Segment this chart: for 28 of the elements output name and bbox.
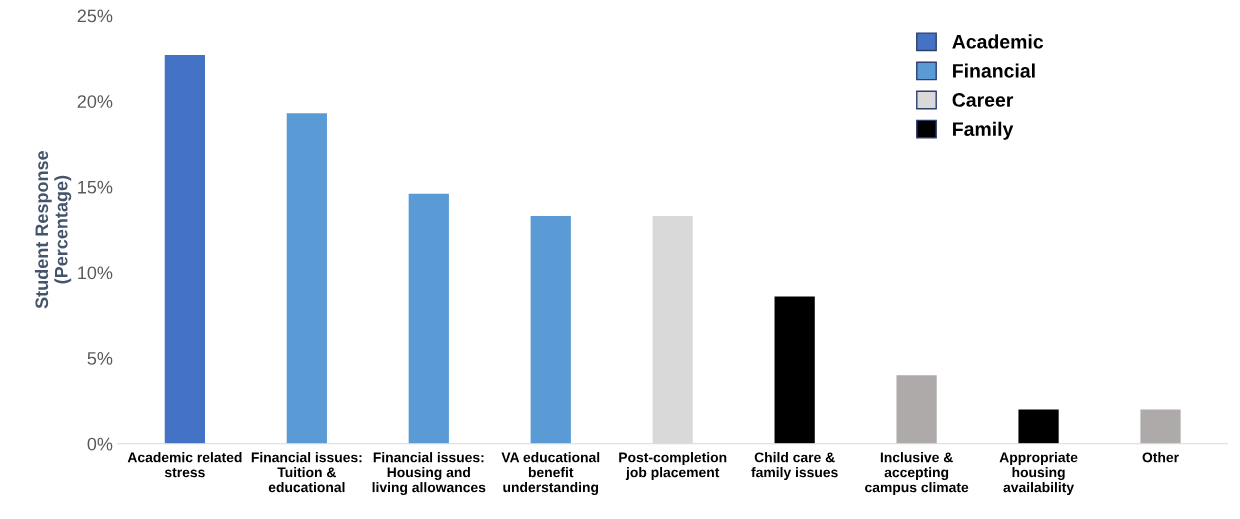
y-tick-label: 25% — [77, 9, 113, 23]
bar — [1018, 409, 1059, 444]
legend-label: Financial — [953, 63, 1035, 78]
legend-label: Career — [952, 93, 1014, 107]
x-tick-label: VA educational benefit understanding — [501, 452, 600, 496]
x-tick-label: Appropriate housing availability — [999, 452, 1078, 496]
y-tick-label: 15% — [78, 180, 113, 194]
bar — [896, 375, 937, 444]
bar — [1140, 409, 1181, 444]
bar — [774, 296, 815, 444]
bar — [286, 113, 327, 444]
x-tick-label: Financial issues: Tuition & educational — [251, 452, 362, 493]
legend-label: Family — [953, 121, 1014, 140]
x-tick-label: Post-completion job placement — [619, 452, 727, 480]
legend-label: Academic — [952, 34, 1044, 49]
bar — [408, 193, 449, 444]
y-tick-label: 0% — [87, 437, 113, 451]
x-tick-label: Inclusive & accepting campus climate — [865, 452, 969, 496]
x-tick-label: Child care & family issues — [751, 452, 838, 480]
bar — [530, 215, 571, 444]
y-tick-label: 20% — [77, 95, 113, 108]
x-tick-label: Academic related stress — [127, 452, 242, 478]
x-tick-label: Other — [1142, 452, 1179, 463]
y-tick-label: 10% — [78, 266, 113, 280]
y-tick-label: 5% — [87, 352, 113, 365]
y-axis-title: Student Response (Percentage) — [34, 151, 72, 309]
bar — [164, 54, 205, 444]
x-tick-label: Financial issues: Housing and living allowances — [372, 452, 486, 496]
